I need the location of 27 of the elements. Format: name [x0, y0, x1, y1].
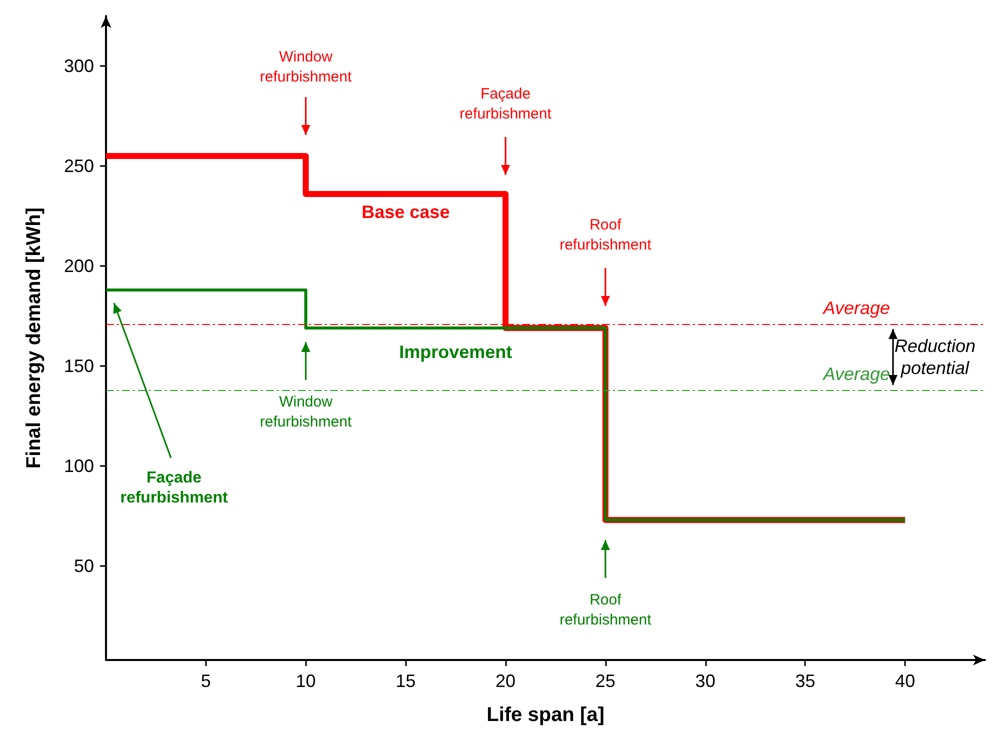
ref-line-label: Average: [822, 298, 890, 318]
series-label: Base case: [362, 202, 450, 222]
annotation: Façade refurbishment: [120, 470, 228, 506]
x-tick-label: 40: [895, 671, 916, 691]
x-tick-label: 25: [595, 671, 616, 691]
x-tick-label: 15: [396, 671, 416, 691]
x-tick-label: 5: [200, 671, 211, 691]
annotation: Roof refurbishment: [560, 216, 652, 254]
y-tick-label: 150: [64, 356, 94, 376]
ref-line-label: Average: [822, 364, 890, 384]
y-tick-label: 300: [64, 56, 94, 76]
x-tick-label: 20: [496, 671, 516, 691]
annotation: Roof refurbishment: [560, 592, 652, 628]
y-axis-title: Final energy demand [kWh]: [23, 207, 45, 469]
x-axis-title: Life span [a]: [486, 704, 604, 726]
x-tick-label: 35: [795, 671, 816, 691]
y-tick-label: 200: [64, 256, 94, 276]
y-tick-label: 100: [64, 456, 94, 476]
y-tick-label: 50: [74, 556, 94, 576]
annotation: Window refurbishment: [260, 394, 352, 430]
x-tick-label: 30: [695, 671, 716, 691]
annotation: Façade refurbishment: [460, 86, 552, 122]
y-tick-label: 250: [64, 156, 94, 176]
annotation: Reduction potential: [894, 336, 976, 378]
x-tick-label: 10: [296, 671, 316, 691]
annotation: Window refurbishment: [260, 48, 352, 86]
series-label: Improvement: [399, 342, 512, 362]
